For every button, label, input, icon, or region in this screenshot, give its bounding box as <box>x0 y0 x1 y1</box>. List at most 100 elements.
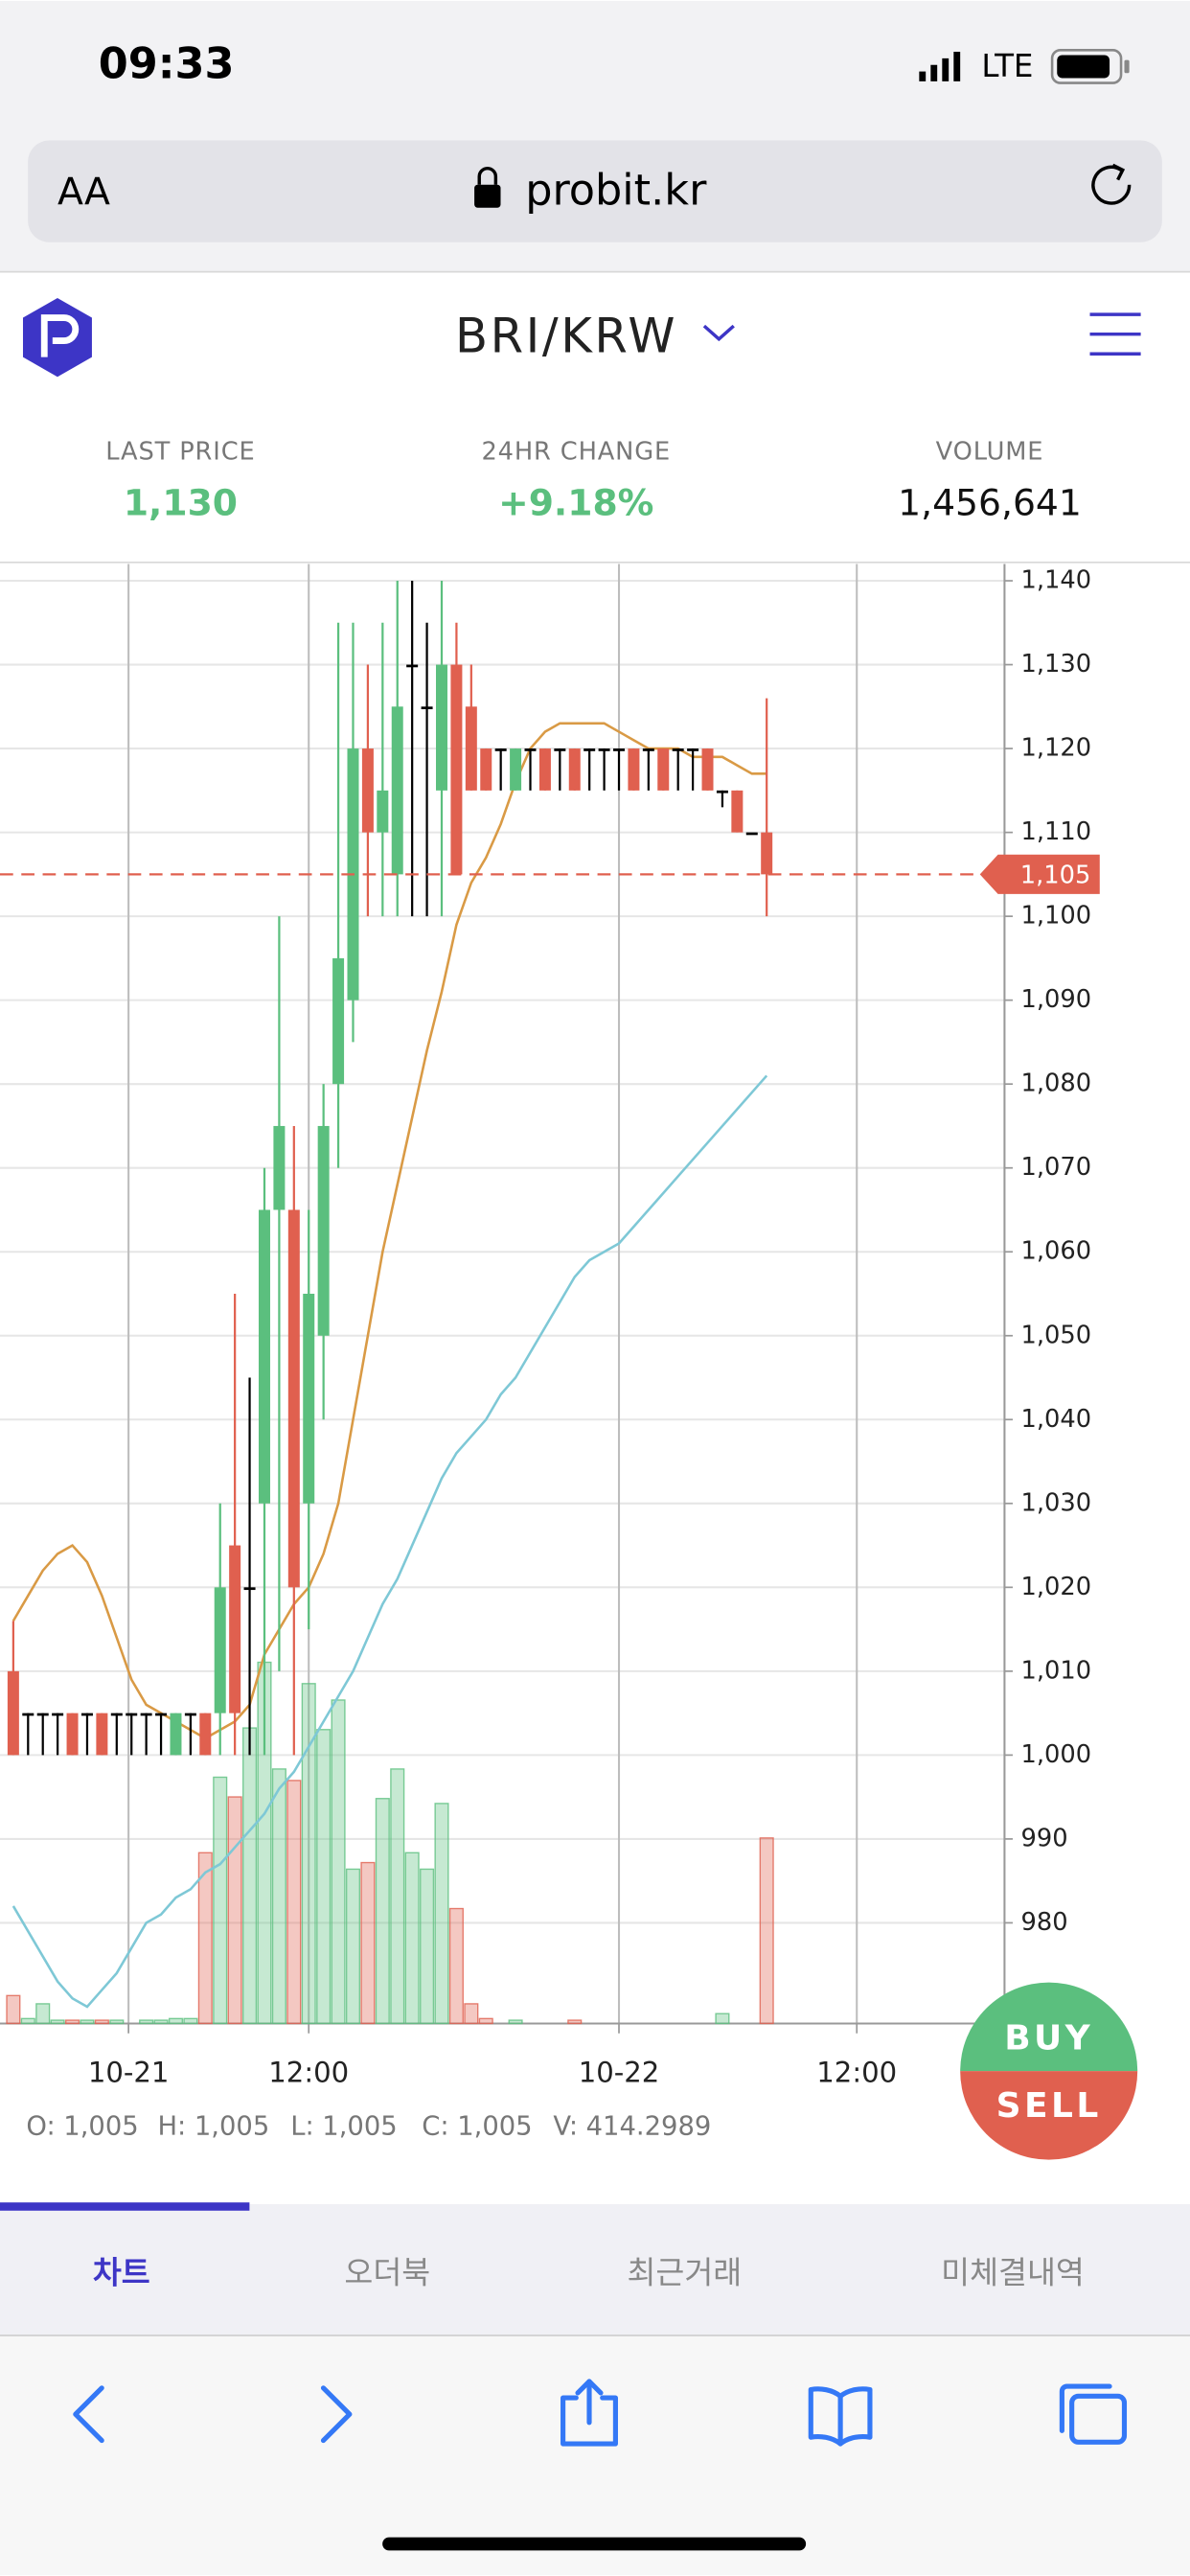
volume-bar <box>183 2017 198 2025</box>
stat-label: VOLUME <box>936 438 1044 467</box>
volume-bar <box>168 2017 184 2025</box>
volume-bar <box>390 1768 405 2025</box>
volume-bar <box>448 1907 464 2025</box>
candle-body <box>494 748 507 751</box>
forward-button[interactable] <box>320 2385 353 2444</box>
buy-button[interactable] <box>960 1982 1138 2072</box>
candle-body <box>524 748 537 751</box>
stat-value: +9.18% <box>498 481 653 523</box>
sell-label[interactable]: SELL <box>996 2086 1102 2126</box>
text-size-button[interactable]: AA <box>57 171 110 215</box>
tab-indicator <box>0 2202 250 2211</box>
readout-label: L: <box>290 2111 314 2141</box>
y-tick-label: 1,070 <box>1021 1153 1092 1182</box>
y-tick-label: 1,100 <box>1021 902 1092 931</box>
volume-bar <box>316 1729 332 2025</box>
candle-body <box>450 664 463 875</box>
volume-bar <box>420 1868 435 2025</box>
candle-body <box>229 1545 241 1714</box>
y-tick-label: 1,020 <box>1021 1573 1092 1601</box>
share-button[interactable] <box>561 2379 618 2447</box>
url-text[interactable]: probit.kr <box>525 165 707 215</box>
volume-bar <box>360 1861 376 2025</box>
candle-body <box>317 1125 330 1336</box>
candle-body <box>701 748 714 791</box>
candle-body <box>465 706 477 791</box>
candle-body <box>421 706 433 710</box>
candle-body <box>554 748 566 751</box>
moving-average-line <box>11 1074 768 2009</box>
ohlc-readout: O: 1,005 H: 1,005 L: 1,005 C: 1,005 V: 414.29… <box>26 2111 711 2141</box>
y-tick-label: 980 <box>1021 1908 1068 1937</box>
candle-body <box>126 1713 138 1716</box>
stat-value: 1,130 <box>124 481 238 523</box>
tab[interactable]: 차트 <box>93 2255 150 2291</box>
home-indicator <box>382 2537 807 2551</box>
stat-label: 24HR CHANGE <box>481 438 671 467</box>
tab[interactable]: 최근거래 <box>628 2255 743 2291</box>
logo[interactable] <box>22 297 92 378</box>
candle-body <box>184 1713 196 1716</box>
volume-bar <box>197 1852 213 2025</box>
url-bar[interactable] <box>28 140 1162 242</box>
pair-title[interactable]: BRI/KRW <box>455 308 677 363</box>
candle-body <box>287 1209 300 1588</box>
readout-value: 1,005 <box>322 2111 397 2141</box>
buy-label[interactable]: BUY <box>1004 2019 1093 2058</box>
volume-bar <box>759 1837 774 2025</box>
candle-body <box>480 748 492 791</box>
y-tick-label: 1,110 <box>1021 817 1092 846</box>
volume-bar <box>375 1798 390 2025</box>
volume-bar <box>6 1994 21 2025</box>
volume-bar <box>65 2019 80 2025</box>
volume-bar <box>331 1699 346 2025</box>
y-tick-label: 1,010 <box>1021 1656 1092 1685</box>
volume-bar <box>404 1852 420 2025</box>
volume-bar <box>20 2017 35 2025</box>
candle-body <box>657 748 670 791</box>
candle-body <box>155 1713 168 1716</box>
y-tick-label: 1,140 <box>1021 566 1092 595</box>
candle-body <box>510 748 522 791</box>
tab[interactable]: 미체결내역 <box>941 2255 1085 2291</box>
y-tick-label: 1,130 <box>1021 650 1092 678</box>
y-tick-label: 1,030 <box>1021 1488 1092 1517</box>
reload-button[interactable] <box>1091 163 1132 205</box>
price-chart[interactable]: 980 990 1,000 1,010 1,020 1,030 1,040 1,050 1,06… <box>0 564 1100 2089</box>
candle-body <box>80 1713 93 1716</box>
readout-value: 1,005 <box>63 2111 138 2141</box>
menu-button[interactable] <box>1089 312 1141 356</box>
volume-bar <box>153 2019 169 2025</box>
candle-body <box>745 832 758 836</box>
volume-bar <box>567 2019 583 2025</box>
stat-value: 1,456,641 <box>898 481 1082 523</box>
tab-bar <box>0 2203 1190 2335</box>
back-button[interactable] <box>73 2385 104 2444</box>
status-network: LTE <box>981 48 1033 84</box>
readout-value: 1,005 <box>457 2111 532 2141</box>
candle-body <box>436 664 447 791</box>
x-tick-label: 12:00 <box>816 2057 897 2089</box>
candle-body <box>36 1713 49 1716</box>
pair-dropdown[interactable] <box>702 324 735 342</box>
y-tick-label: 990 <box>1021 1824 1068 1852</box>
volume-bar <box>464 2003 479 2025</box>
tab[interactable]: 오더북 <box>344 2255 430 2291</box>
candle-body <box>199 1713 212 1756</box>
volume-bar <box>50 2019 65 2025</box>
signal-icon <box>919 52 961 81</box>
buy-sell-button[interactable]: BUY SELL <box>960 1982 1138 2160</box>
bookmarks-button[interactable] <box>808 2386 873 2447</box>
tabs-button[interactable] <box>1059 2383 1128 2445</box>
volume-bar <box>109 2019 125 2025</box>
x-tick-label: 12:00 <box>268 2057 349 2089</box>
candle-body <box>628 748 640 791</box>
stat-label: LAST PRICE <box>105 438 255 467</box>
sell-button[interactable] <box>960 2071 1138 2160</box>
y-tick-label: 1,080 <box>1021 1070 1092 1098</box>
candle-body <box>214 1587 226 1714</box>
candle-body <box>361 748 374 833</box>
y-tick-label: 1,120 <box>1021 734 1092 763</box>
candle-body <box>66 1713 79 1756</box>
